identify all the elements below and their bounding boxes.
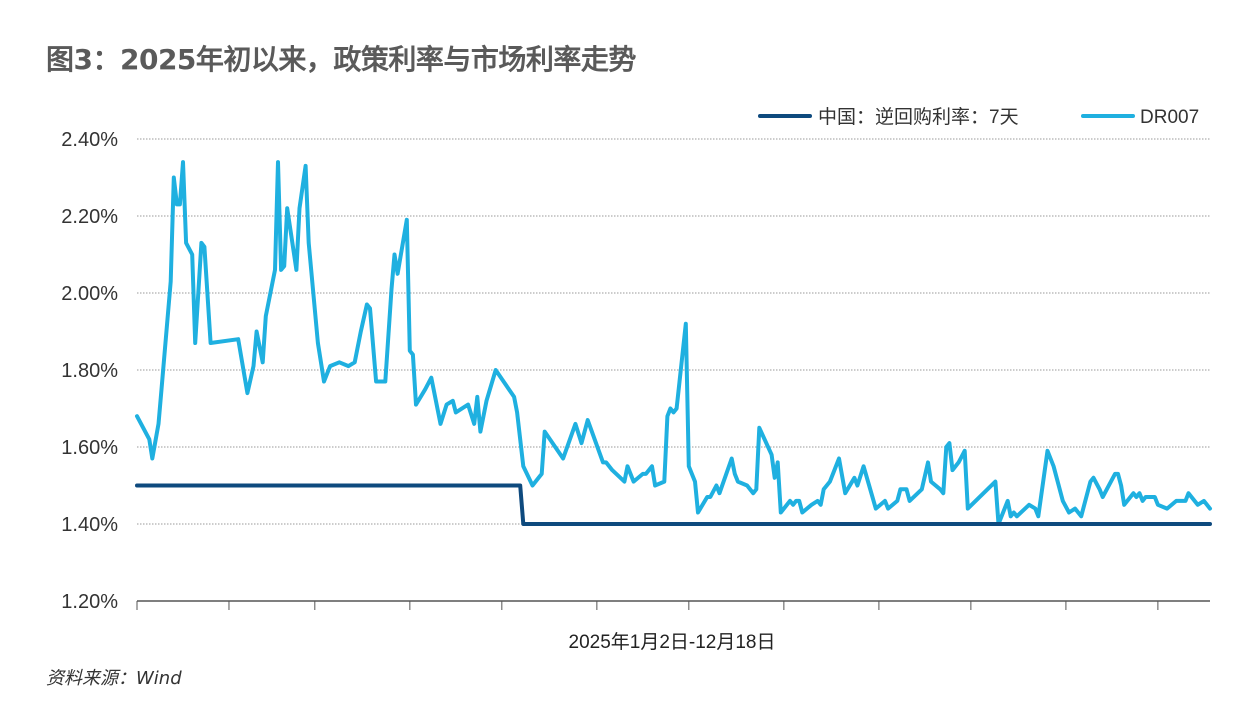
legend-label: DR007: [1140, 107, 1199, 128]
y-tick-label: 2.20%: [61, 206, 118, 228]
reverse-repo-7d-line: [135, 483, 1212, 526]
y-tick-label: 1.80%: [61, 360, 118, 382]
source-note: 资料来源：Wind: [46, 668, 182, 689]
y-tick-label: 2.00%: [61, 283, 118, 305]
y-axis-labels: 1.20% 1.40% 1.60% 1.80% 2.00% 2.20% 2.40%: [61, 129, 118, 613]
series-lines: [135, 160, 1212, 526]
x-axis: [136, 601, 1159, 610]
y-tick-label: 1.40%: [61, 514, 118, 536]
legend-label: 中国：逆回购利率：7天: [818, 106, 1019, 128]
y-tick-label: 1.20%: [61, 591, 118, 613]
chart-title: 图3：2025年初以来，政策利率与市场利率走势: [46, 43, 636, 76]
legend: 中国：逆回购利率：7天 DR007: [758, 106, 1199, 128]
dr007-line: [135, 160, 1212, 526]
y-tick-label: 2.40%: [61, 129, 118, 151]
y-tick-label: 1.60%: [61, 437, 118, 459]
x-axis-label: 2025年1月2日-12月18日: [569, 631, 776, 653]
